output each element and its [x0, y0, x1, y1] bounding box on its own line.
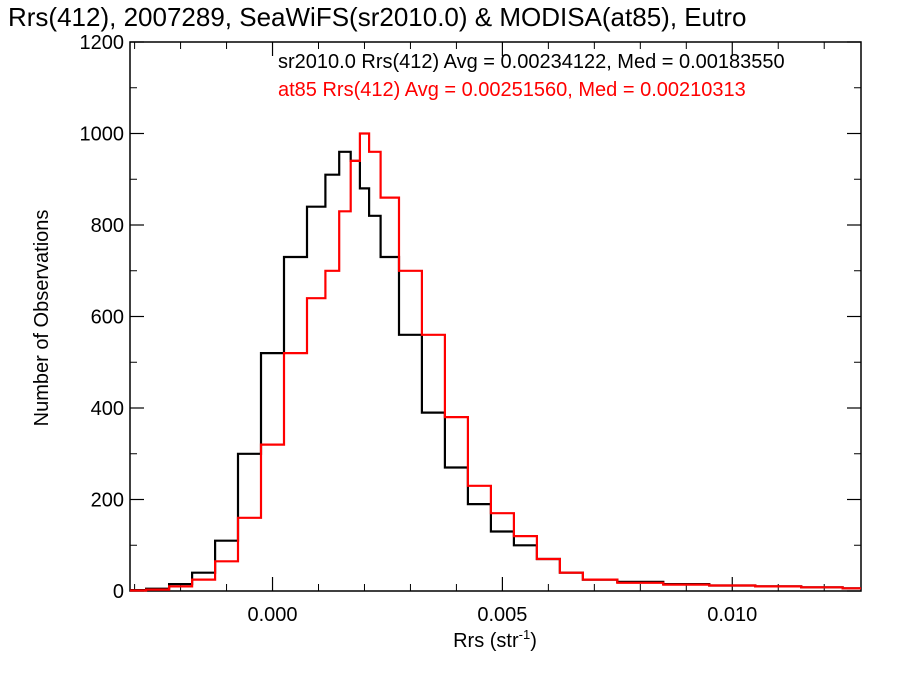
x-tick-label: 0.010: [707, 604, 757, 626]
plot-frame: [129, 41, 862, 592]
y-tick-label: 1000: [80, 124, 125, 146]
series-line-at85: [130, 132, 861, 592]
y-tick-label: 400: [91, 398, 124, 420]
y-tick-label: 600: [91, 307, 124, 329]
y-tick-label: 200: [91, 490, 124, 512]
series-line-sr2010-0: [130, 150, 861, 592]
y-tick-label: 1200: [80, 32, 125, 54]
x-axis-label-main: Rrs (str: [453, 630, 519, 652]
plot-area: [129, 41, 862, 592]
legend-entry-at85: at85 Rrs(412) Avg = 0.00251560, Med = 0.…: [278, 79, 746, 101]
x-axis-label-close: ): [530, 630, 537, 652]
x-tick-label: 0.005: [477, 604, 527, 626]
y-tick-labels: 0 200 400 600 800 1000 1200: [80, 32, 125, 603]
x-tick-label: 0.000: [247, 604, 297, 626]
y-tick-label: 800: [91, 215, 124, 237]
legend-entry-sr2010: sr2010.0 Rrs(412) Avg = 0.00234122, Med …: [278, 51, 785, 73]
y-tick-label: 0: [113, 581, 124, 603]
x-axis-label-superscript: -1: [519, 627, 531, 642]
series-layer: [130, 132, 861, 592]
axis-ticks: [130, 41, 861, 592]
chart-title: Rrs(412), 2007289, SeaWiFS(sr2010.0) & M…: [8, 2, 746, 32]
y-axis-label: Number of Observations: [31, 210, 53, 427]
x-tick-labels: 0.000 0.005 0.010: [247, 604, 757, 626]
x-axis-label: Rrs (str-1): [453, 627, 537, 652]
